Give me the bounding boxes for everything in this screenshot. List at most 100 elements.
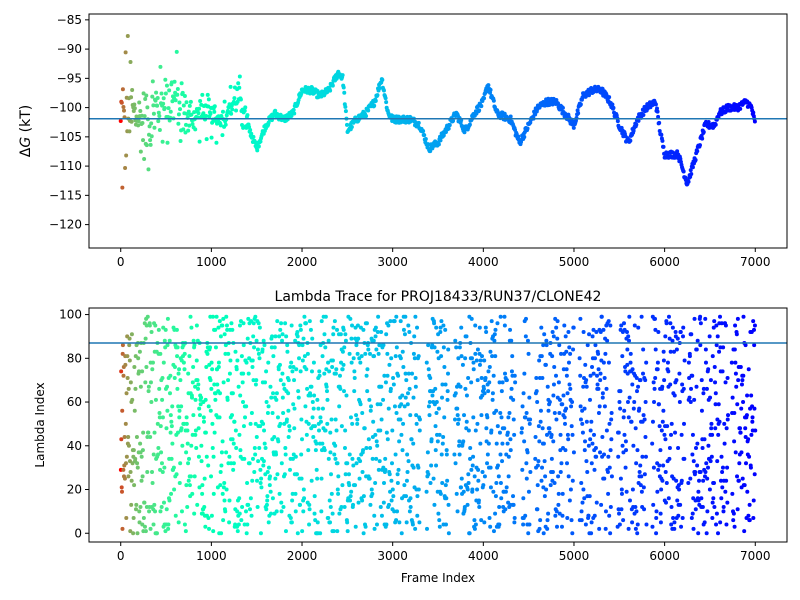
lambda-point: [581, 330, 586, 335]
lambda-point: [540, 375, 545, 380]
lambda-point: [459, 325, 464, 330]
lambda-point: [349, 489, 354, 494]
lambda-point: [508, 327, 513, 332]
lambda-point: [284, 417, 289, 422]
lambda-point: [197, 413, 202, 418]
lambda-point: [350, 421, 355, 426]
dg-point: [142, 157, 147, 162]
lambda-point: [194, 358, 199, 363]
lambda-point: [297, 356, 302, 361]
lambda-point: [183, 529, 188, 534]
lambda-point: [632, 323, 637, 328]
lambda-point: [369, 404, 374, 409]
lambda-point: [120, 343, 125, 348]
lambda-point: [343, 472, 348, 477]
lambda-point: [177, 408, 182, 413]
dg-point: [176, 112, 181, 117]
lambda-point: [196, 386, 201, 391]
lambda-point: [299, 476, 304, 481]
lambda-point: [484, 426, 489, 431]
lambda-point: [738, 430, 743, 435]
lambda-point: [297, 343, 302, 348]
lambda-point: [159, 505, 164, 510]
dg-point: [149, 121, 154, 126]
lambda-point: [382, 373, 387, 378]
lambda-point: [698, 470, 703, 475]
lambda-point: [169, 491, 174, 496]
lambda-point: [606, 491, 611, 496]
lambda-point: [627, 338, 632, 343]
lambda-point: [535, 400, 540, 405]
lambda-point: [332, 452, 337, 457]
lambda-point: [618, 389, 623, 394]
lambda-point: [319, 509, 324, 514]
lambda-point: [177, 415, 182, 420]
lambda-point: [749, 393, 754, 398]
lambda-point: [466, 375, 471, 380]
lambda-point: [336, 491, 341, 496]
lambda-point: [229, 321, 234, 326]
lambda-point: [308, 327, 313, 332]
lambda-point: [731, 511, 736, 516]
lambda-point: [655, 360, 660, 365]
lambda-point: [608, 323, 613, 328]
lambda-point: [680, 334, 685, 339]
lambda-point: [416, 487, 421, 492]
lambda-point: [143, 336, 148, 341]
lambda-point: [427, 400, 432, 405]
lambda-point: [238, 393, 243, 398]
lambda-point: [485, 461, 490, 466]
lambda-point: [457, 443, 462, 448]
lambda-point: [716, 531, 721, 536]
lambda-point: [750, 415, 755, 420]
lambda-point: [479, 413, 484, 418]
lambda-point: [493, 327, 498, 332]
lambda-point: [248, 421, 253, 426]
lambda-point: [390, 487, 395, 492]
lambda-point: [707, 487, 712, 492]
lambda-point: [633, 505, 638, 510]
lambda-point: [164, 426, 169, 431]
lambda-point: [668, 349, 673, 354]
dg-point: [256, 144, 261, 149]
dg-y-tick-label: −105: [49, 130, 82, 144]
lambda-point: [293, 491, 298, 496]
dg-point: [186, 109, 191, 114]
lambda-point: [140, 369, 145, 374]
lambda-point: [166, 526, 171, 531]
dg-point: [196, 111, 201, 116]
lambda-point: [190, 491, 195, 496]
lambda-point: [360, 410, 365, 415]
dg-point: [137, 100, 142, 105]
lambda-point: [343, 428, 348, 433]
lambda-point: [521, 522, 526, 527]
lambda-point: [693, 507, 698, 512]
lambda-point: [493, 511, 498, 516]
lambda-point: [650, 419, 655, 424]
dg-point: [364, 114, 369, 119]
lambda-point: [640, 454, 645, 459]
lambda-point: [230, 437, 235, 442]
lambda-point: [187, 456, 192, 461]
lambda-point: [333, 417, 338, 422]
lambda-point: [730, 395, 735, 400]
lambda-point: [139, 478, 144, 483]
lambda-point: [182, 351, 187, 356]
lambda-point: [195, 378, 200, 383]
dg-point: [508, 114, 513, 119]
lambda-point: [307, 507, 312, 512]
lambda-point: [281, 382, 286, 387]
lambda-point: [158, 424, 163, 429]
lambda-point: [230, 391, 235, 396]
lambda-point: [403, 371, 408, 376]
lambda-point: [562, 421, 567, 426]
lambda-point: [122, 435, 127, 440]
lambda-point: [459, 476, 464, 481]
lambda-point: [301, 487, 306, 492]
dg-point: [688, 168, 693, 173]
lambda-point: [547, 426, 552, 431]
dg-point: [330, 83, 335, 88]
lambda-point: [382, 480, 387, 485]
lambda-point: [537, 358, 542, 363]
lambda-point: [429, 463, 434, 468]
